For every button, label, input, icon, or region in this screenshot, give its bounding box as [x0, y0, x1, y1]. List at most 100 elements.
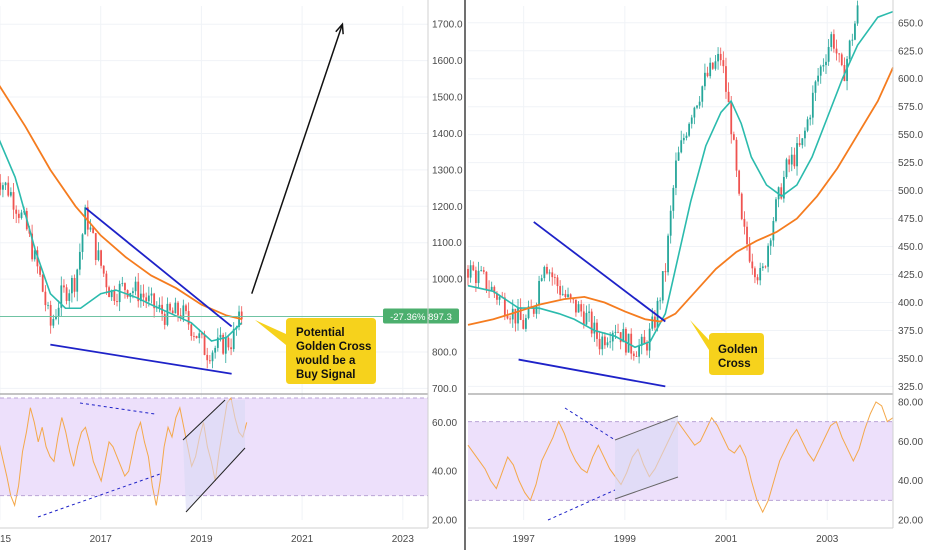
candle-body: [214, 347, 217, 353]
left-rsi-annotations: [0, 397, 428, 518]
candle-body: [561, 293, 564, 295]
candle-body: [7, 182, 10, 196]
left-trendlines: [50, 207, 233, 375]
time-axis-label: 2023: [392, 534, 415, 545]
candle-body: [65, 287, 68, 301]
candle-body: [556, 277, 559, 287]
candle-body: [92, 227, 95, 234]
rsi-axis-label: 60.00: [432, 418, 457, 429]
price-axis-label: 325.0: [898, 382, 923, 393]
candle-body: [740, 193, 743, 220]
candle-body: [182, 305, 185, 319]
candle-body: [139, 293, 142, 302]
candle-body: [798, 143, 801, 146]
candle-body: [208, 360, 211, 362]
candle-body: [617, 331, 619, 333]
candle-body: [60, 285, 63, 308]
price-axis-label: 700.0: [432, 384, 457, 395]
candle-body: [522, 319, 525, 329]
candle-body: [664, 271, 667, 273]
candle-body: [830, 34, 833, 47]
candle-body: [142, 293, 145, 298]
price-axis-label: 475.0: [898, 214, 923, 225]
candle-body: [538, 280, 540, 306]
right-rsi-axis: 80.00 60.00 40.00 20.00: [898, 397, 923, 526]
candle-body: [163, 313, 166, 325]
candle-body: [532, 308, 535, 314]
candle-body: [78, 251, 81, 270]
candle-body: [147, 295, 150, 302]
candle-body: [603, 336, 606, 346]
price-tag-box: [383, 308, 459, 324]
time-axis-label: 2021: [291, 534, 314, 545]
callout-bubble: [690, 320, 764, 375]
candle-body: [638, 345, 641, 357]
candle-body: [89, 227, 92, 230]
candle-body: [685, 135, 688, 138]
time-axis-label: 1999: [614, 534, 637, 545]
candle-body: [166, 303, 169, 325]
candle-body: [793, 154, 796, 167]
candle-body: [110, 290, 113, 298]
time-axis-label: 2003: [816, 534, 839, 545]
candle-body: [677, 152, 680, 161]
candle-body: [782, 176, 785, 199]
candle-body: [477, 270, 480, 284]
right-ma-fast-line: [467, 10, 894, 349]
candle-body: [41, 274, 44, 292]
left-chart-panel[interactable]: Potential Golden Cross would be a Buy Signa…: [0, 6, 463, 545]
right-rsi-annotations: [468, 407, 893, 521]
candle-body: [171, 310, 174, 314]
candle-body: [814, 81, 817, 93]
candle-body: [759, 268, 762, 281]
candle-body: [71, 277, 73, 294]
candle-body: [559, 286, 562, 295]
candle-body: [551, 272, 554, 278]
candle-body: [690, 117, 693, 124]
candle-body: [174, 302, 177, 314]
candle-body: [764, 266, 767, 268]
candle-body: [203, 334, 206, 355]
candle-body: [206, 354, 209, 361]
candle-body: [33, 250, 36, 260]
candle-body: [118, 283, 121, 303]
candle-body: [145, 297, 148, 302]
price-axis-label: 550.0: [898, 130, 923, 141]
candle-body: [55, 316, 57, 319]
candle-body: [743, 219, 746, 227]
rsi-dashed-line: [564, 407, 616, 441]
right-time-axis: 1997 1999 2001 2003: [513, 534, 839, 545]
rsi-channel-line: [185, 447, 246, 513]
candle-body: [224, 337, 227, 354]
candle-body: [711, 62, 714, 69]
candle-body: [490, 286, 493, 291]
candle-body: [12, 192, 15, 210]
candle-body: [569, 294, 572, 299]
price-axis-label: 1000.0: [432, 275, 463, 286]
candle-body: [47, 304, 49, 306]
candle-body: [230, 347, 232, 350]
right-chart-panel[interactable]: Golden Cross 650.0 625.0 600.0 575.0 550.0 525…: [467, 0, 923, 545]
price-axis-label: 625.0: [898, 46, 923, 57]
candle-body: [57, 307, 60, 317]
candle-body: [788, 159, 791, 165]
candle-body: [498, 296, 501, 300]
callout-line: Potential: [296, 327, 345, 339]
right-rsi-line: [467, 401, 894, 514]
trendline: [50, 343, 232, 375]
candle-body: [474, 270, 477, 284]
candle-body: [756, 277, 759, 281]
candle-body: [73, 277, 76, 292]
candle-body: [134, 281, 137, 292]
candle-body: [44, 291, 47, 306]
candle-body: [116, 301, 118, 303]
right-rsi-band: [468, 421, 893, 501]
candle-body: [838, 53, 841, 55]
rsi-channel-line: [614, 415, 679, 441]
candle-body: [185, 305, 187, 312]
candle-body: [509, 318, 512, 320]
candle-body: [672, 187, 675, 211]
candle-body: [480, 270, 483, 272]
candle-body: [588, 311, 590, 313]
callout-line: Cross: [718, 358, 751, 370]
